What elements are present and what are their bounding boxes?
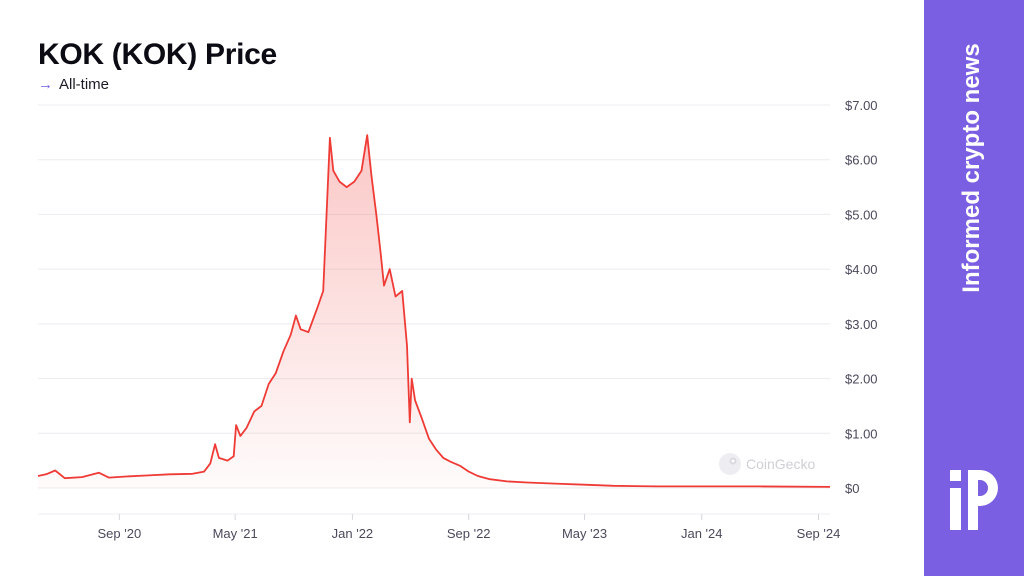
- y-tick-label: $7.00: [845, 98, 878, 113]
- price-chart: $0 $1.00 $2.00 $3.00 $4.00 $5.00 $6.00 $7.00 Se…: [37, 98, 878, 541]
- y-tick-label: $1.00: [845, 426, 878, 441]
- y-tick-label: $3.00: [845, 317, 878, 332]
- y-axis: $0 $1.00 $2.00 $3.00 $4.00 $5.00 $6.00 $7.00: [845, 98, 878, 496]
- subtitle-label: All-time: [59, 76, 110, 93]
- x-axis: Sep '20 May '21 Jan '22 Sep '22 May '23 Jan '…: [98, 514, 841, 541]
- x-tick-label: Sep '24: [797, 526, 841, 541]
- watermark-text: CoinGecko: [746, 456, 815, 472]
- y-tick-label: $0: [845, 481, 859, 496]
- x-tick-label: Sep '22: [447, 526, 491, 541]
- sidebar-tagline: Informed crypto news: [958, 43, 985, 293]
- x-tick-label: May '23: [562, 526, 607, 541]
- x-tick-label: Sep '20: [98, 526, 142, 541]
- chart-title: KOK (KOK) Price: [38, 38, 277, 71]
- price-line: [37, 134, 831, 488]
- y-tick-label: $6.00: [845, 153, 878, 168]
- coingecko-watermark: CoinGecko: [719, 453, 815, 475]
- y-tick-label: $2.00: [845, 372, 878, 387]
- ip-logo-icon[interactable]: [948, 470, 1000, 534]
- x-tick-label: Jan '24: [681, 526, 723, 541]
- chart-subtitle: → All-time: [38, 76, 109, 93]
- chart-grid: [38, 104, 830, 515]
- y-tick-label: $4.00: [845, 262, 878, 277]
- x-tick-label: May '21: [213, 526, 258, 541]
- price-area: [38, 135, 830, 488]
- coingecko-logo-icon: [719, 453, 741, 475]
- x-tick-label: Jan '22: [332, 526, 374, 541]
- arrow-right-icon: →: [38, 76, 53, 93]
- y-tick-label: $5.00: [845, 207, 878, 222]
